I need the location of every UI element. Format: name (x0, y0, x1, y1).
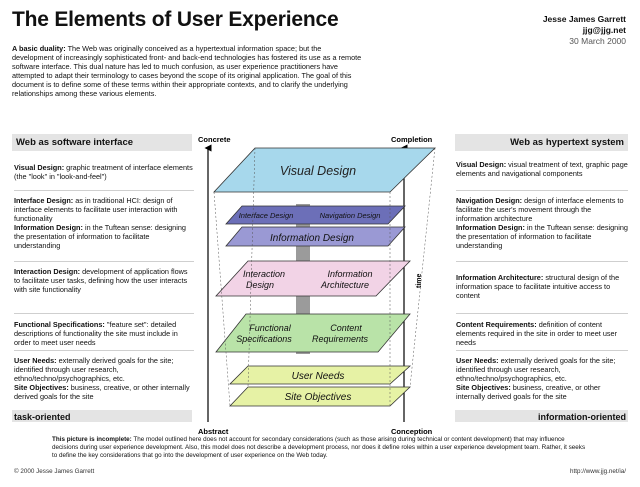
left-foot-bar (12, 410, 192, 422)
term-definition: development of application flows to faci… (14, 267, 188, 294)
content-requirements-label-line2: Requirements (312, 334, 369, 344)
term-label: Information Design: (456, 223, 525, 232)
term-definition: "feature set": detailed descriptions of … (14, 320, 178, 347)
left-block-user-needs: User Needs: externally derived goals for… (14, 356, 194, 401)
note-lead: This picture is incomplete: (52, 436, 132, 443)
author-date: 30 March 2000 (569, 36, 626, 46)
interface-design-plane (225, 205, 406, 225)
term-label: Interaction Design: (14, 267, 81, 276)
footer-url: http://www.jjg.net/ia/ (570, 468, 626, 475)
left-block-functional-specifications: Functional Specifications: "feature set"… (14, 320, 194, 347)
functional-specifications-label-line2: Specifications (236, 334, 292, 344)
right-block-information-architecture: Information Architecture: structural des… (456, 273, 628, 300)
term-label: Site Objectives: (456, 383, 511, 392)
interaction-design-label-line1: Interaction (243, 269, 285, 279)
left-column-title: Web as software interface (12, 134, 192, 151)
user-needs-label: User Needs (292, 371, 345, 382)
copyright: © 2000 Jesse James Garrett (14, 468, 95, 475)
interaction-design-label-line2: Design (246, 280, 274, 290)
information-design-label: Information Design (270, 233, 354, 244)
term-definition: in the Tuftean sense: designing the pres… (456, 223, 628, 250)
term-definition: as in traditional HCI: design of interfa… (14, 196, 178, 223)
completion-label: Completion (391, 135, 433, 144)
term-definition: business, creative, or other internally … (14, 383, 190, 401)
interface-design-label: Interface Design (239, 211, 294, 220)
term-definition: externally derived goals for the site; i… (14, 356, 174, 383)
page-title: The Elements of User Experience (12, 8, 339, 31)
functional-specifications-plane (215, 313, 411, 353)
term-label: Site Objectives: (14, 383, 69, 392)
conception-label: Conception (391, 427, 433, 436)
interaction-design-plane (215, 260, 411, 297)
term-label: Functional Specifications: (14, 320, 105, 329)
term-label: Information Design: (14, 223, 83, 232)
term-definition: externally derived goals for the site; i… (456, 356, 616, 383)
term-label: User Needs: (14, 356, 57, 365)
incomplete-note: This picture is incomplete: The model ou… (52, 436, 592, 460)
author-block: Jesse James Garrett jjg@jjg.net 30 March… (543, 14, 626, 47)
right-block-user-needs: User Needs: externally derived goals for… (456, 356, 628, 401)
right-divider (456, 261, 628, 262)
term-definition: visual treatment of text, graphic page e… (456, 160, 628, 178)
left-divider (14, 350, 194, 351)
left-block-interface-design: Interface Design: as in traditional HCI:… (14, 196, 194, 250)
intro-paragraph: A basic duality: The Web was originally … (12, 44, 364, 98)
concrete-label: Concrete (198, 135, 231, 144)
left-block-visual-design: Visual Design: graphic treatment of inte… (14, 163, 194, 181)
left-block-interaction-design: Interaction Design: development of appli… (14, 267, 194, 294)
right-divider (456, 350, 628, 351)
term-definition: in the Tuftean sense: designing the pres… (14, 223, 186, 250)
term-definition: business, creative, or other internally … (456, 383, 601, 401)
left-divider (14, 261, 194, 262)
intro-lead: A basic duality: (12, 44, 66, 53)
intro-text: The Web was originally conceived as a hy… (12, 44, 362, 98)
left-foot-label: task-oriented (14, 412, 71, 422)
term-label: Visual Design: (14, 163, 65, 172)
left-divider (14, 313, 194, 314)
term-label: Navigation Design: (456, 196, 523, 205)
term-definition: graphic treatment of interface elements … (14, 163, 193, 181)
functional-specifications-label-line1: Functional (249, 323, 292, 333)
right-block-navigation-design: Navigation Design: design of interface e… (456, 196, 628, 250)
right-block-content-requirements: Content Requirements: definition of cont… (456, 320, 628, 347)
site-objectives-label: Site Objectives (285, 392, 352, 403)
term-label: User Needs: (456, 356, 499, 365)
information-architecture-label-line1: Information (327, 269, 372, 279)
abstract-label: Abstract (198, 427, 229, 436)
layers-diagram: Concrete Completion Abstract Conception … (198, 135, 436, 436)
right-foot-bar (455, 410, 628, 422)
right-divider (456, 190, 628, 191)
right-divider (456, 313, 628, 314)
information-architecture-label-line2: Architecture (320, 280, 369, 290)
plane-connector-line (409, 147, 436, 388)
term-definition: design of interface elements to facilita… (456, 196, 624, 223)
visual-design-plane-label: Visual Design (280, 164, 356, 178)
term-label: Content Requirements: (456, 320, 537, 329)
right-block-visual-design: Visual Design: visual treatment of text,… (456, 160, 628, 178)
term-definition: definition of content elements required … (456, 320, 618, 347)
term-label: Information Architecture: (456, 273, 544, 282)
term-label: Interface Design: (14, 196, 74, 205)
information-design-plane (225, 226, 406, 247)
note-text: The model outlined here does not account… (52, 436, 586, 459)
author-name: Jesse James Garrett (542, 14, 626, 24)
time-label: time (416, 274, 423, 289)
author-email: jjg@jjg.net (582, 25, 626, 35)
content-requirements-label-line1: Content (330, 323, 362, 333)
left-divider (14, 190, 194, 191)
term-definition: structural design of the information spa… (456, 273, 620, 300)
navigation-design-label: Navigation Design (320, 211, 381, 220)
right-foot-label: information-oriented (538, 412, 626, 422)
term-label: Visual Design: (456, 160, 507, 169)
right-column-title: Web as hypertext system (455, 134, 628, 151)
